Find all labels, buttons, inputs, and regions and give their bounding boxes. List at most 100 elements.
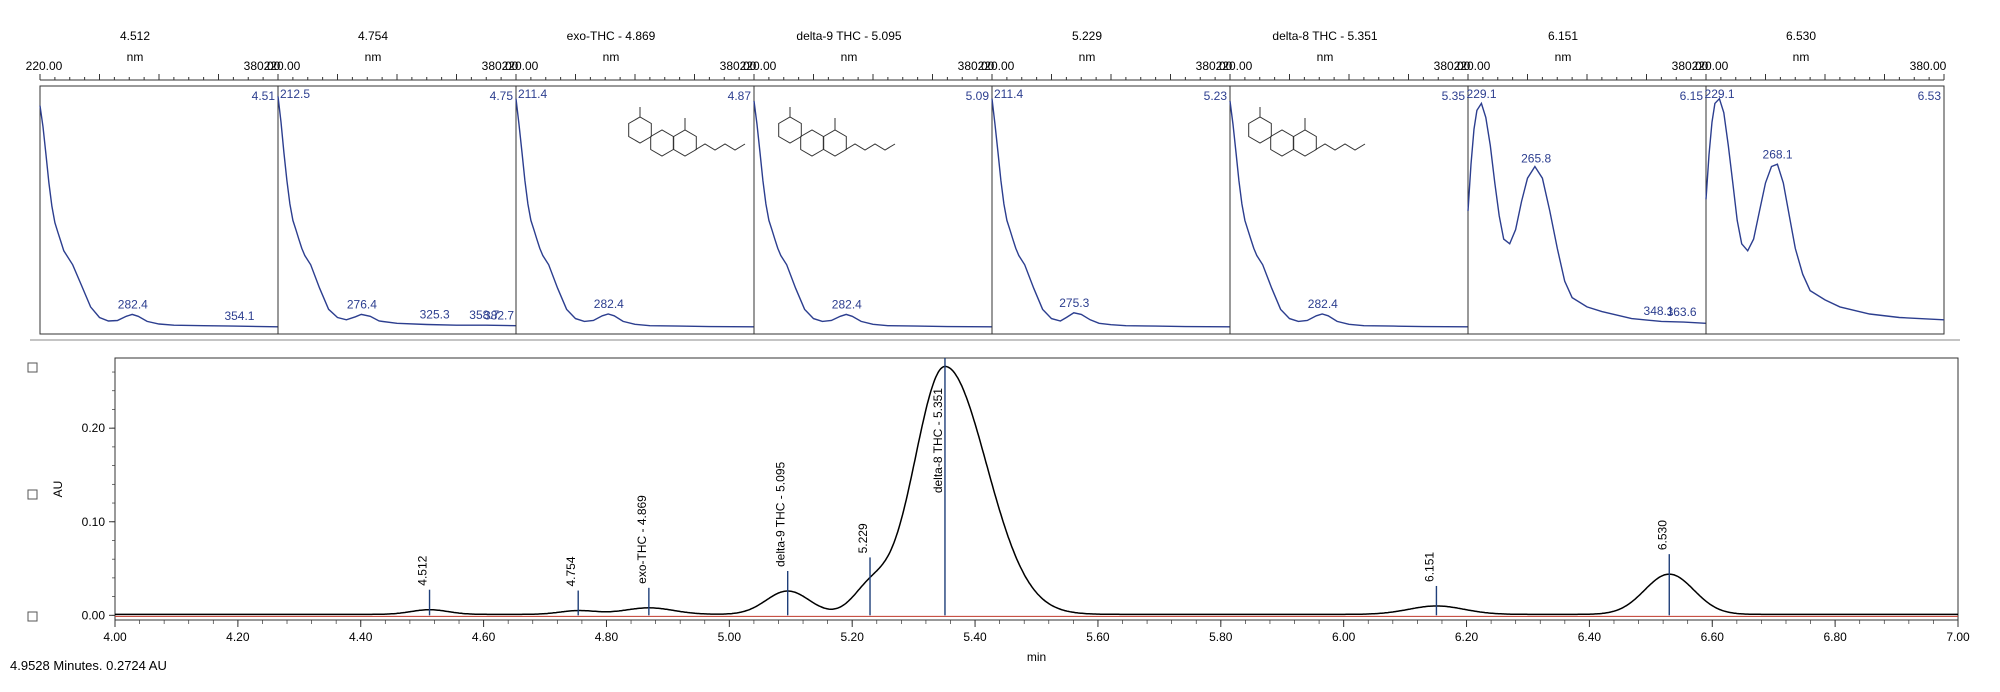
peak-label: 5.229 bbox=[856, 523, 870, 553]
spectrum-peak-label: 363.6 bbox=[1667, 305, 1697, 319]
spectrum-tick-label: 220.00 bbox=[502, 59, 539, 73]
x-tick-label: 5.60 bbox=[1086, 630, 1110, 644]
spectrum-curve bbox=[753, 100, 993, 328]
spectrum-unit: nm bbox=[603, 50, 620, 64]
spectrum-panel: 220.00 380.00 delta-9 THC - 5.095 nm 5.09 282… bbox=[740, 29, 995, 335]
spectrum-retention-label: 4.75 bbox=[490, 89, 514, 103]
spectrum-panel: 220.00 380.00 5.229 nm 5.23 211.4 275.3 bbox=[978, 29, 1233, 335]
spectrum-curve bbox=[1705, 97, 1945, 321]
x-axis-label: min bbox=[1027, 650, 1046, 664]
chromatogram-frame bbox=[114, 357, 1959, 621]
peak-label: 4.512 bbox=[416, 555, 430, 585]
structure-ring bbox=[778, 116, 802, 144]
x-tick-label: 5.00 bbox=[718, 630, 742, 644]
spectrum-peak-label: 229.1 bbox=[1467, 87, 1497, 101]
spectrum-tick-label: 220.00 bbox=[1216, 59, 1253, 73]
scale-handle-icon bbox=[27, 489, 38, 500]
structure-ring bbox=[800, 129, 824, 157]
spectrum-unit: nm bbox=[1079, 50, 1096, 64]
spectrum-peak-label: 211.4 bbox=[994, 87, 1023, 101]
spectrum-panel: 220.00 380.00 delta-8 THC - 5.351 nm 5.35 282… bbox=[1216, 29, 1471, 335]
structure-ring bbox=[1270, 129, 1294, 157]
spectrum-panel: 220.00 380.00 6.151 nm 6.15 229.1 265.8 348.136… bbox=[1454, 29, 1709, 335]
spectrum-peak-label: 268.1 bbox=[1763, 148, 1793, 162]
x-tick-label: 4.40 bbox=[349, 630, 373, 644]
chemical-structure-drawing bbox=[628, 107, 746, 157]
peak-label: delta-8 THC - 5.351 bbox=[931, 388, 945, 493]
spectrum-unit: nm bbox=[365, 50, 382, 64]
spectrum-retention-label: 4.51 bbox=[252, 89, 276, 103]
x-tick-label: 5.40 bbox=[963, 630, 987, 644]
x-tick-label: 6.40 bbox=[1578, 630, 1602, 644]
scale-handle-icon bbox=[27, 611, 38, 622]
x-tick-label: 6.20 bbox=[1455, 630, 1479, 644]
spectrum-frame bbox=[1705, 85, 1945, 335]
peak-label: 6.151 bbox=[1422, 552, 1436, 582]
spectrum-title: 4.754 bbox=[358, 29, 388, 43]
spectrum-retention-label: 5.23 bbox=[1204, 89, 1228, 103]
spectrum-peak-label: 325.3 bbox=[420, 308, 450, 322]
x-tick-label: 6.60 bbox=[1701, 630, 1725, 644]
spectrum-tick-label: 220.00 bbox=[1454, 59, 1491, 73]
spectrum-peak-label: 282.4 bbox=[594, 297, 624, 311]
spectrum-peak-label: 265.8 bbox=[1521, 151, 1551, 165]
spectrum-tick-label: 380.00 bbox=[1910, 59, 1947, 73]
spectrum-title: 5.229 bbox=[1072, 29, 1102, 43]
x-tick-label: 4.80 bbox=[595, 630, 619, 644]
spectrum-peak-label: 348.1 bbox=[1644, 304, 1674, 318]
chromatogram-plot: 4.00 4.20 4.40 4.60 4.80 5.00 5.20 5.40 5.60 5.80… bbox=[27, 357, 1970, 664]
spectrum-peak-label: 282.4 bbox=[118, 298, 148, 312]
spectrum-curve bbox=[991, 98, 1231, 328]
spectrum-title: exo-THC - 4.869 bbox=[567, 29, 656, 43]
y-tick-label: 0.00 bbox=[82, 608, 106, 622]
spectrum-retention-label: 5.09 bbox=[966, 89, 990, 103]
spectrum-curve bbox=[1229, 100, 1469, 328]
spectrum-curve bbox=[515, 98, 755, 328]
spectrum-curve bbox=[39, 105, 279, 328]
spectrum-peak-label: 212.5 bbox=[280, 87, 310, 101]
x-tick-label: 7.00 bbox=[1946, 630, 1970, 644]
y-axis-label: AU bbox=[51, 481, 65, 498]
scale-handle-icon bbox=[27, 362, 38, 373]
spectrum-retention-label: 5.35 bbox=[1442, 89, 1466, 103]
spectrum-frame bbox=[39, 85, 279, 335]
spectrum-curve bbox=[1467, 101, 1707, 324]
spectrum-peak-label: 358.7 bbox=[469, 308, 499, 322]
structure-side-chain bbox=[1314, 143, 1366, 151]
spectrum-peak-label: 282.4 bbox=[832, 298, 862, 312]
x-tick-label: 4.00 bbox=[103, 630, 127, 644]
x-tick-label: 6.80 bbox=[1823, 630, 1847, 644]
spectrum-tick-label: 220.00 bbox=[1692, 59, 1729, 73]
spectrum-retention-label: 6.15 bbox=[1680, 89, 1704, 103]
y-tick-label: 0.20 bbox=[82, 421, 106, 435]
cursor-status-readout: 4.9528 Minutes. 0.2724 AU bbox=[10, 658, 167, 673]
spectrum-title: 6.151 bbox=[1548, 29, 1578, 43]
x-tick-label: 6.00 bbox=[1332, 630, 1356, 644]
spectrum-frame bbox=[277, 85, 517, 335]
spectrum-unit: nm bbox=[1793, 50, 1810, 64]
peak-label: 4.754 bbox=[564, 556, 578, 586]
spectrum-frame bbox=[515, 85, 755, 335]
spectrum-tick-label: 220.00 bbox=[978, 59, 1015, 73]
spectrum-tick-label: 380.00 bbox=[244, 59, 281, 73]
spectrum-tick-label: 220.00 bbox=[264, 59, 301, 73]
x-tick-label: 5.20 bbox=[841, 630, 865, 644]
spectrum-frame bbox=[991, 85, 1231, 335]
spectrum-tick-label: 380.00 bbox=[1672, 59, 1709, 73]
spectrum-curve bbox=[277, 96, 517, 327]
spectrum-peak-label: 354.1 bbox=[224, 309, 254, 323]
spectrum-peak-label: 276.4 bbox=[347, 298, 377, 312]
spectrum-title: delta-9 THC - 5.095 bbox=[796, 29, 901, 43]
y-tick-label: 0.10 bbox=[82, 515, 106, 529]
structure-side-chain bbox=[844, 143, 896, 151]
spectrum-tick-label: 220.00 bbox=[740, 59, 777, 73]
x-tick-label: 4.60 bbox=[472, 630, 496, 644]
chemical-structure-drawing bbox=[1248, 107, 1366, 157]
spectrum-title: 4.512 bbox=[120, 29, 150, 43]
spectrum-frame bbox=[753, 85, 993, 335]
spectrum-unit: nm bbox=[1317, 50, 1334, 64]
spectrum-tick-label: 380.00 bbox=[958, 59, 995, 73]
spectrum-peak-label: 229.1 bbox=[1705, 87, 1735, 101]
